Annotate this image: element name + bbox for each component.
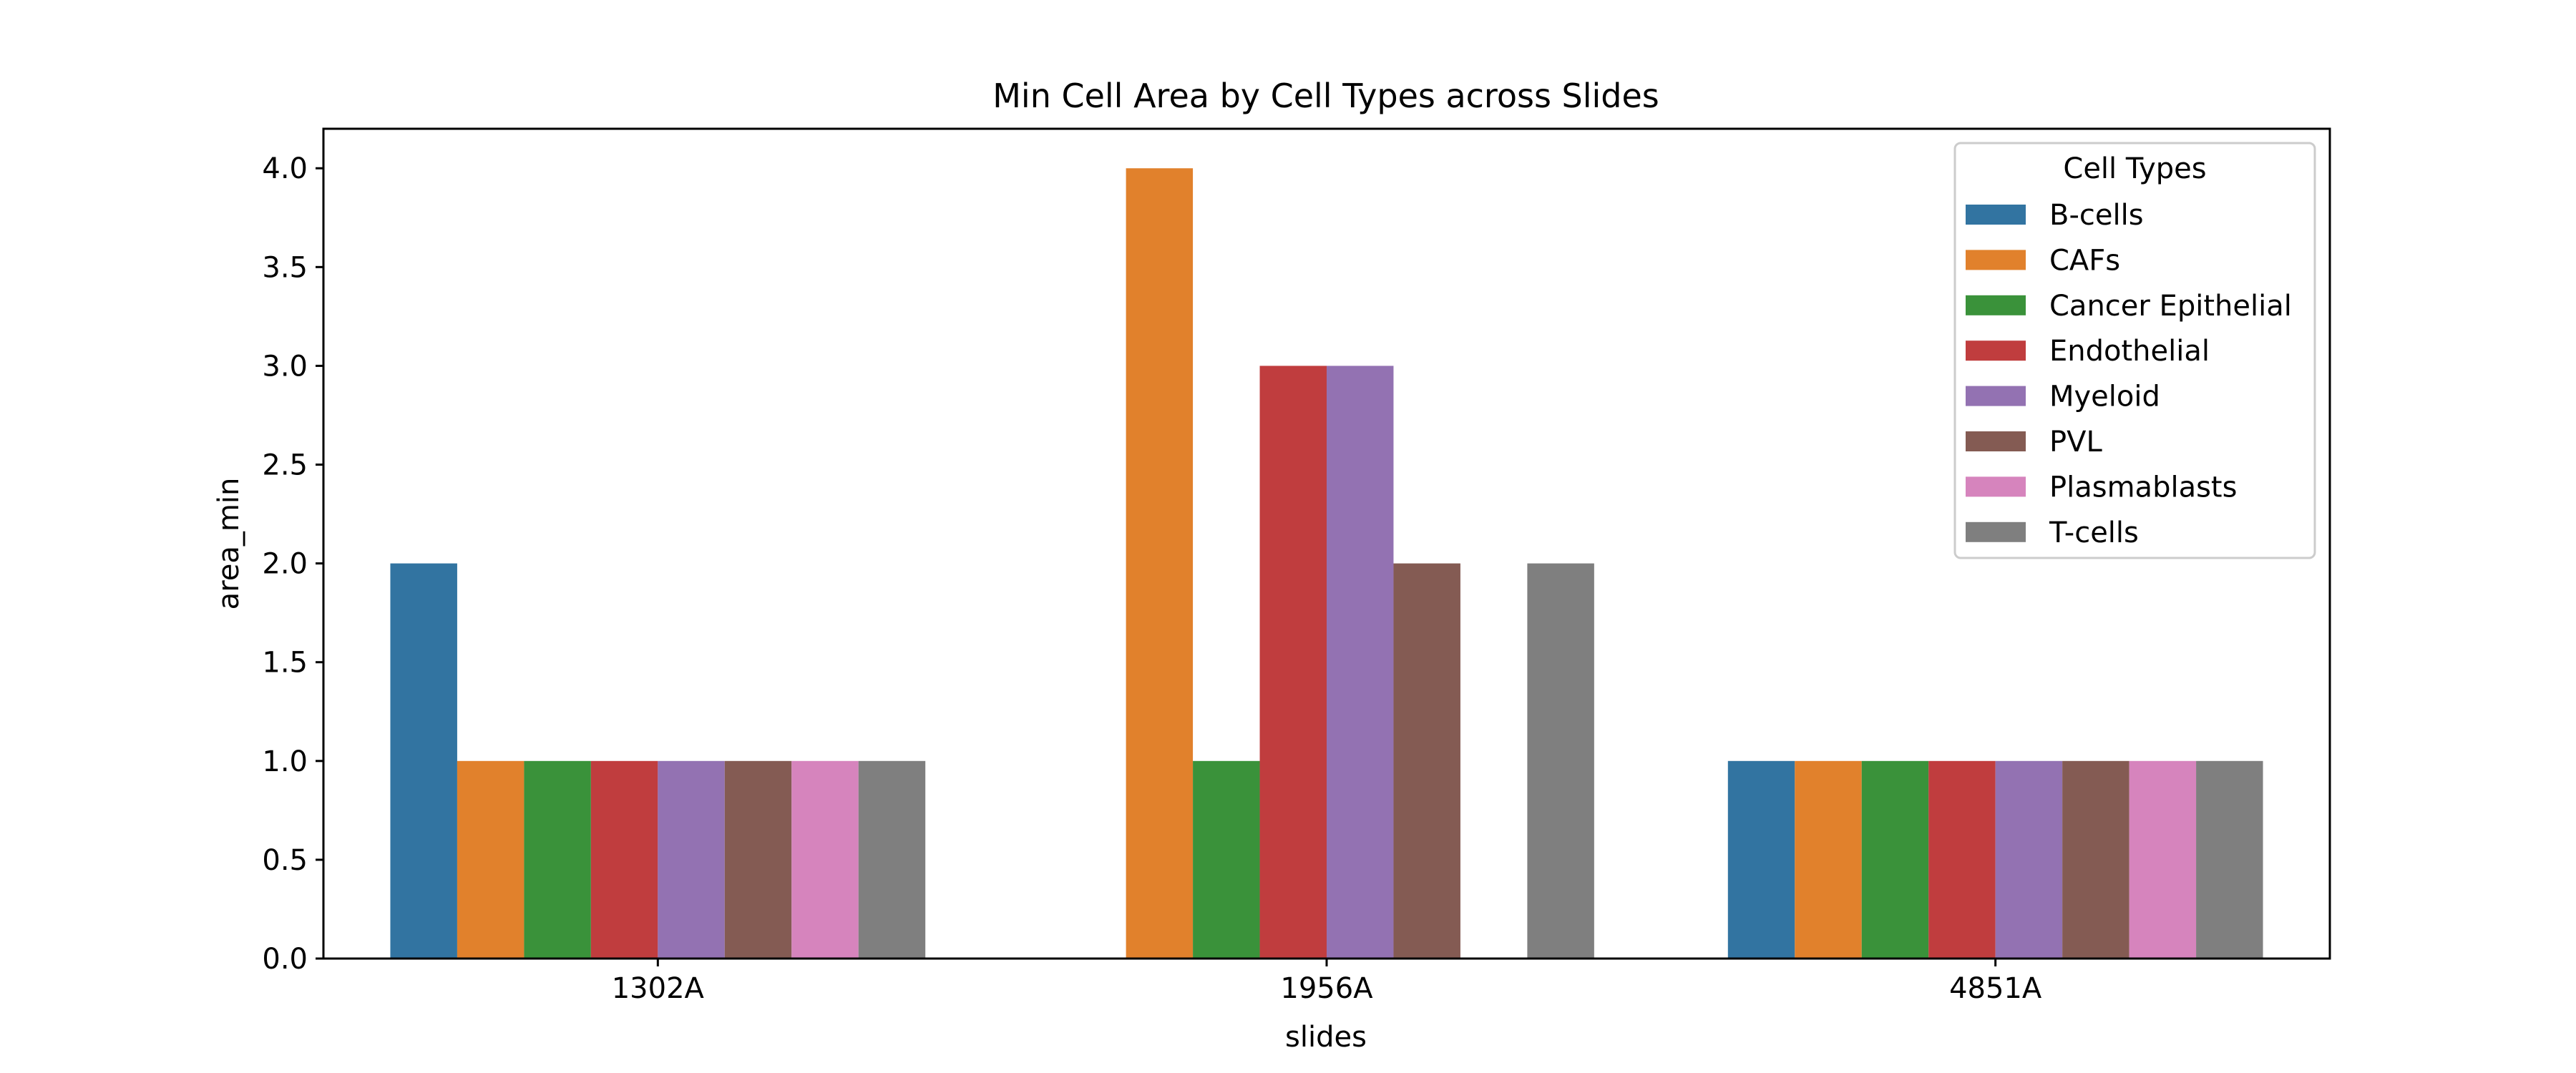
bar [1995,760,2063,959]
legend-swatch [1966,476,2026,497]
y-tick-label: 1.0 [262,745,308,778]
x-axis: 1302A 1956A 4851A [612,959,2042,1005]
bar [2129,760,2197,959]
legend-swatch [1966,431,2026,451]
bar [457,760,525,959]
bar [2062,760,2129,959]
x-tick-label: 1302A [612,972,705,1005]
bar [1928,760,1996,959]
bar [390,563,457,959]
legend-entry-label: T-cells [2049,516,2139,549]
legend-entry-label: Cancer Epithelial [2049,290,2292,323]
legend-swatch [1966,205,2026,225]
legend-swatch [1966,521,2026,542]
legend-entry-label: CAFs [2049,244,2120,277]
bar [724,760,792,959]
bar [1727,760,1795,959]
y-tick-label: 4.0 [262,152,308,185]
y-tick-label: 0.5 [262,844,308,877]
legend-swatch [1966,295,2026,315]
legend-entry-label: Plasmablasts [2049,471,2237,504]
bar [1193,760,1260,959]
bar [1126,168,1194,959]
legend-swatch [1966,340,2026,361]
bar [2196,760,2263,959]
x-tick-label: 1956A [1280,972,1373,1005]
y-tick-label: 0.0 [262,943,308,976]
legend: Cell Types B-cells CAFs Cancer Epithelial En… [1953,142,2316,559]
bar [791,760,859,959]
y-tick-label: 3.0 [262,350,308,383]
bar [658,760,725,959]
legend-swatch [1966,386,2026,406]
legend-entry-label: Myeloid [2049,381,2160,413]
legend-title: Cell Types [2063,152,2206,185]
y-axis-label: area_min [213,478,245,610]
x-axis-label: slides [1285,1021,1367,1054]
y-tick-label: 1.5 [262,647,308,680]
bar [1795,760,1862,959]
legend-entry-label: B-cells [2049,199,2144,232]
y-tick-label: 2.5 [262,449,308,482]
bar [524,760,591,959]
legend-box [1953,142,2316,559]
bar [1861,760,1929,959]
legend-entry-label: PVL [2049,426,2102,459]
x-tick-label: 4851A [1949,972,2042,1005]
y-tick-label: 2.0 [262,548,308,581]
y-tick-label: 3.5 [262,251,308,284]
bars-layer [390,168,2263,959]
chart-title: Min Cell Area by Cell Types across Slide… [992,77,1659,115]
bar [1327,366,1394,959]
legend-swatch [1966,250,2026,270]
bar [858,760,926,959]
bar [1259,366,1327,959]
legend-entry-label: Endothelial [2049,335,2210,368]
bar [1527,563,1594,959]
bar [590,760,658,959]
bar [1393,563,1460,959]
y-axis: 0.0 0.5 1.0 1.5 2.0 2.5 3.0 3.5 4.0 [262,152,323,976]
